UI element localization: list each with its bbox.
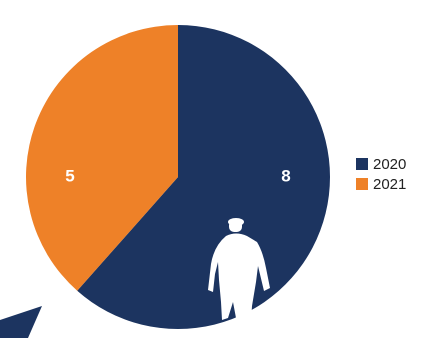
legend-item-2021: 2021 xyxy=(356,174,406,194)
data-label-2021: 5 xyxy=(65,166,74,185)
person-silhouette-icon xyxy=(208,218,270,338)
pie-slice-2021 xyxy=(26,25,178,291)
legend: 2020 2021 xyxy=(356,154,406,194)
data-label-2020: 8 xyxy=(281,166,290,185)
legend-swatch-2021 xyxy=(356,178,368,190)
pie-data-labels: 85 xyxy=(65,166,290,185)
pie-slice-2020 xyxy=(77,25,331,329)
decorative-accent-stroke xyxy=(0,306,42,338)
legend-label-2020: 2020 xyxy=(373,155,407,173)
legend-item-2020: 2020 xyxy=(356,154,406,174)
legend-label-2021: 2021 xyxy=(373,175,407,193)
legend-swatch-2020 xyxy=(356,158,368,170)
pie-slices xyxy=(26,25,331,329)
